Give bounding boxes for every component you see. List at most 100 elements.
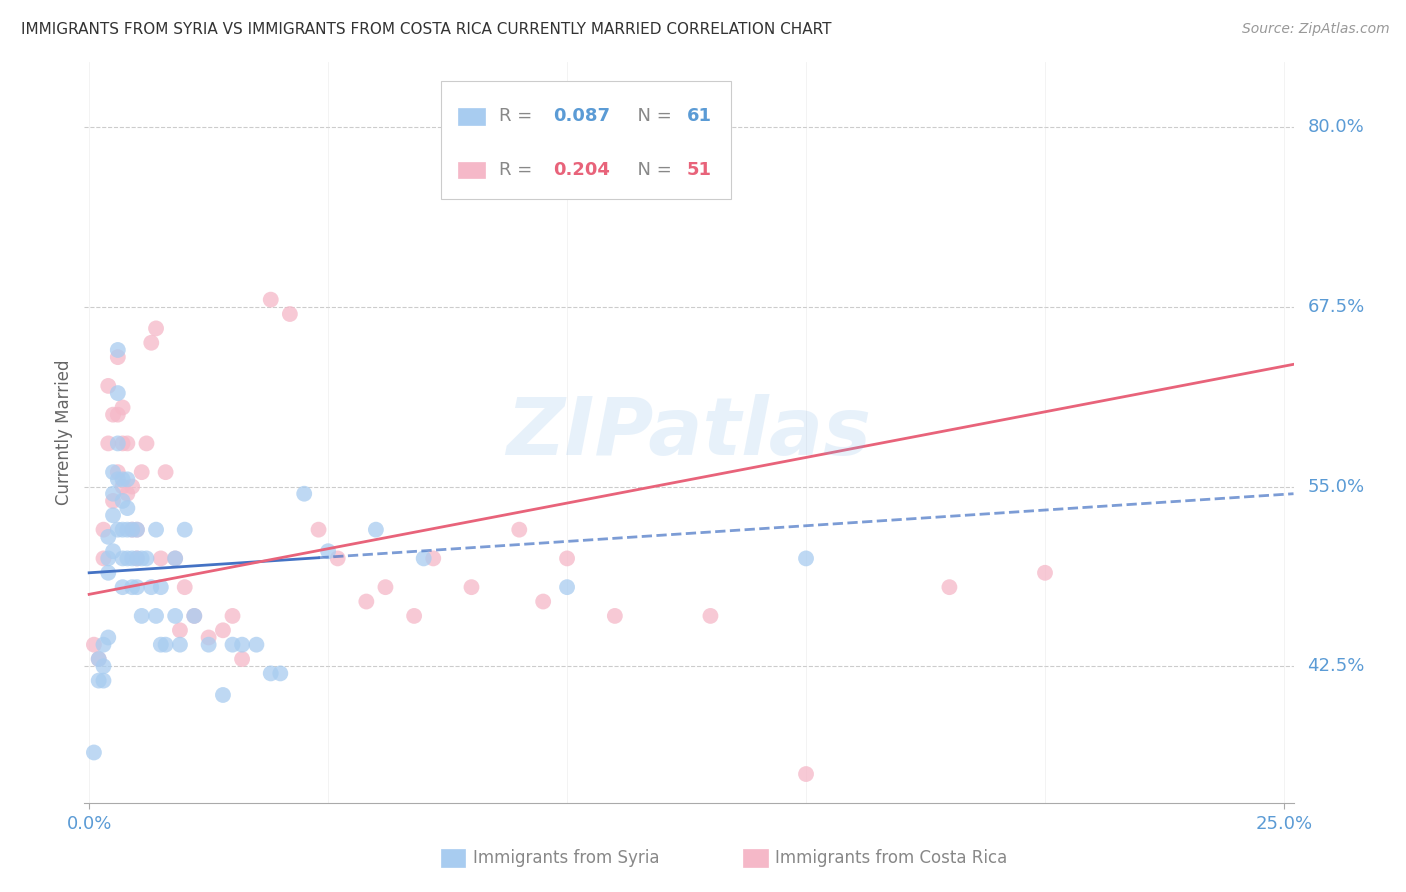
Text: 55.0%: 55.0% xyxy=(1308,477,1365,496)
Point xyxy=(131,551,153,566)
Point xyxy=(173,523,195,537)
Point xyxy=(87,652,110,666)
Point xyxy=(374,580,396,594)
Point xyxy=(111,479,134,493)
Text: Source: ZipAtlas.com: Source: ZipAtlas.com xyxy=(1241,22,1389,37)
Point xyxy=(165,551,187,566)
Point xyxy=(145,523,167,537)
Point xyxy=(111,401,134,415)
Text: 42.5%: 42.5% xyxy=(1308,657,1365,675)
Point xyxy=(93,673,115,688)
Point xyxy=(260,293,283,307)
Point xyxy=(121,580,143,594)
Point xyxy=(155,465,177,479)
Point xyxy=(269,666,291,681)
Point xyxy=(111,551,134,566)
Point xyxy=(107,523,129,537)
Point xyxy=(107,343,129,357)
FancyBboxPatch shape xyxy=(441,849,465,867)
Text: 80.0%: 80.0% xyxy=(1308,118,1364,136)
Point xyxy=(141,580,163,594)
Text: 0.087: 0.087 xyxy=(554,108,610,126)
Point xyxy=(87,652,110,666)
Point xyxy=(555,551,578,566)
Text: N =: N = xyxy=(626,108,678,126)
Text: ZIPatlas: ZIPatlas xyxy=(506,393,872,472)
Point xyxy=(141,335,163,350)
Point xyxy=(97,631,120,645)
Point xyxy=(111,523,134,537)
Point xyxy=(412,551,434,566)
Point xyxy=(101,494,124,508)
Point xyxy=(125,523,148,537)
Point xyxy=(221,608,243,623)
Point xyxy=(117,551,139,566)
Point xyxy=(149,638,172,652)
Point xyxy=(292,486,315,500)
Point xyxy=(794,551,817,566)
Point xyxy=(125,580,148,594)
Point xyxy=(131,608,153,623)
Point xyxy=(101,408,124,422)
Point xyxy=(308,523,330,537)
Point xyxy=(107,386,129,401)
Point xyxy=(117,472,139,486)
Point xyxy=(212,688,235,702)
Point xyxy=(938,580,960,594)
Point xyxy=(260,666,283,681)
Point xyxy=(93,523,115,537)
Point xyxy=(93,551,115,566)
Point xyxy=(117,501,139,516)
Point xyxy=(603,608,626,623)
Point xyxy=(83,746,105,760)
Point xyxy=(794,767,817,781)
Point xyxy=(97,436,120,450)
Point xyxy=(121,523,143,537)
Point xyxy=(107,350,129,364)
Point xyxy=(125,551,148,566)
Point xyxy=(107,472,129,486)
Point xyxy=(460,580,482,594)
FancyBboxPatch shape xyxy=(744,849,768,867)
Point xyxy=(231,638,253,652)
Point xyxy=(169,624,191,638)
Point xyxy=(135,551,157,566)
Point xyxy=(169,638,191,652)
Point xyxy=(125,551,148,566)
Text: N =: N = xyxy=(626,161,678,178)
Point xyxy=(101,544,124,558)
Point xyxy=(135,436,157,450)
Text: 61: 61 xyxy=(686,108,711,126)
Point xyxy=(183,608,205,623)
Point xyxy=(117,523,139,537)
Point xyxy=(278,307,301,321)
Point xyxy=(422,551,444,566)
Point xyxy=(111,472,134,486)
Point xyxy=(149,580,172,594)
Point xyxy=(221,638,243,652)
Point xyxy=(356,594,378,608)
Point xyxy=(155,638,177,652)
Point xyxy=(316,544,339,558)
Point xyxy=(83,638,105,652)
Text: 67.5%: 67.5% xyxy=(1308,298,1365,316)
Point xyxy=(555,580,578,594)
Point xyxy=(111,580,134,594)
Text: 0.204: 0.204 xyxy=(554,161,610,178)
Text: R =: R = xyxy=(499,161,538,178)
Point xyxy=(404,608,426,623)
Point xyxy=(101,465,124,479)
Point xyxy=(93,659,115,673)
Point xyxy=(117,436,139,450)
Point xyxy=(145,608,167,623)
Point xyxy=(183,608,205,623)
Text: Immigrants from Syria: Immigrants from Syria xyxy=(472,849,659,867)
Point xyxy=(165,608,187,623)
Point xyxy=(125,523,148,537)
Point xyxy=(245,638,267,652)
Text: R =: R = xyxy=(499,108,538,126)
Point xyxy=(212,624,235,638)
Text: 51: 51 xyxy=(686,161,711,178)
Point xyxy=(197,638,219,652)
Point xyxy=(97,379,120,393)
